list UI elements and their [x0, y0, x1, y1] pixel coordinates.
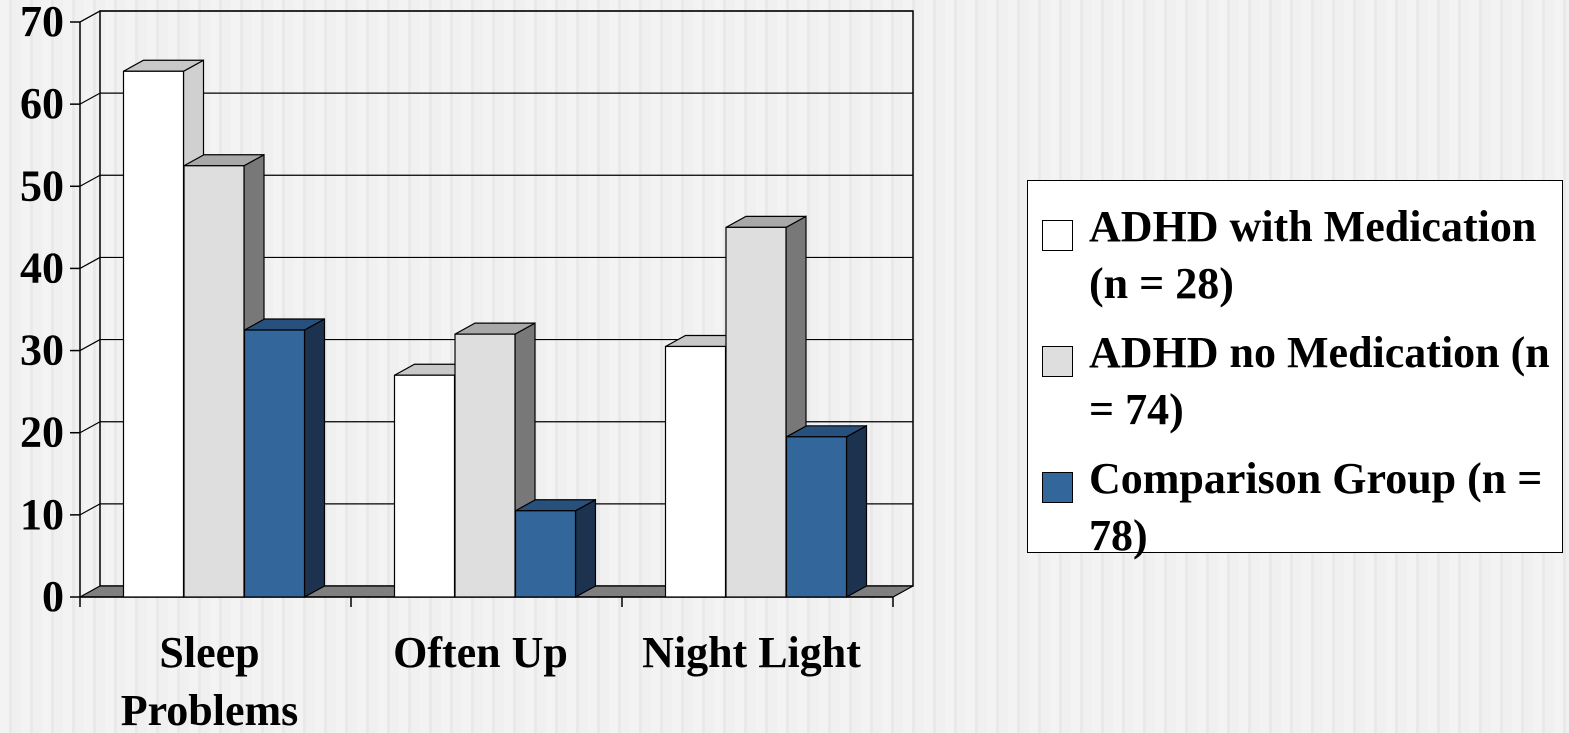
legend-swatch-adhd-no-medication — [1042, 346, 1073, 377]
bar-sleep-problems-adhd-with-medication-n-28 — [122, 70, 185, 598]
chart-legend: ADHD with Medication (n = 28) ADHD no Me… — [1027, 180, 1563, 560]
bar-side-sleep-problems-comparison-group-n-78 — [303, 318, 326, 599]
y-tick-label: 70 — [20, 0, 64, 46]
y-tick-label: 30 — [20, 326, 64, 375]
y-axis-depth — [79, 10, 101, 23]
gridline-side — [79, 421, 101, 434]
bar-sleep-problems-comparison-group-n-78 — [243, 329, 306, 598]
chart-bars — [122, 59, 868, 599]
bar-often-up-adhd-no-medication-n-74 — [454, 333, 516, 598]
x-axis-label-night-light: Night Light — [642, 628, 861, 677]
legend-label: Comparison Group (n = 78) — [1089, 454, 1543, 560]
gridline-side — [79, 92, 101, 105]
y-tick-label: 40 — [20, 243, 64, 292]
bar-side-night-light-comparison-group-n-78 — [845, 424, 868, 599]
y-tick-label: 20 — [20, 408, 64, 457]
y-tick-label: 50 — [20, 161, 64, 210]
y-tick-label: 10 — [20, 490, 64, 539]
bar-sleep-problems-adhd-no-medication-n-74 — [183, 165, 245, 598]
gridline-side — [79, 503, 101, 516]
x-axis-label-often-up: Often Up — [393, 628, 568, 677]
gridline-side — [79, 256, 101, 269]
bar-side-often-up-comparison-group-n-78 — [574, 498, 597, 599]
x-axis-labels: Sleep Problems Often Up Night Light — [121, 628, 862, 733]
legend-swatch-adhd-medication — [1042, 220, 1073, 251]
legend-label: ADHD no Medication (n = 74) — [1089, 328, 1550, 434]
bar-night-light-adhd-no-medication-n-74 — [725, 226, 787, 598]
legend-label: ADHD with Medication (n = 28) — [1089, 202, 1537, 308]
bar-often-up-comparison-group-n-78 — [514, 510, 577, 598]
y-tick-label: 60 — [20, 79, 64, 128]
bar-night-light-adhd-with-medication-n-28 — [664, 345, 727, 598]
bar-often-up-adhd-with-medication-n-28 — [393, 374, 456, 598]
gridline-side — [79, 174, 101, 187]
x-axis-label-sleep-problems: Sleep Problems — [121, 628, 299, 733]
y-tick-label: 0 — [42, 572, 64, 621]
y-axis-ticks: 0 10 20 30 40 50 60 70 — [20, 0, 80, 621]
legend-swatch-comparison-group — [1042, 472, 1073, 503]
gridline-side — [79, 339, 101, 352]
bar-night-light-comparison-group-n-78 — [785, 436, 848, 598]
